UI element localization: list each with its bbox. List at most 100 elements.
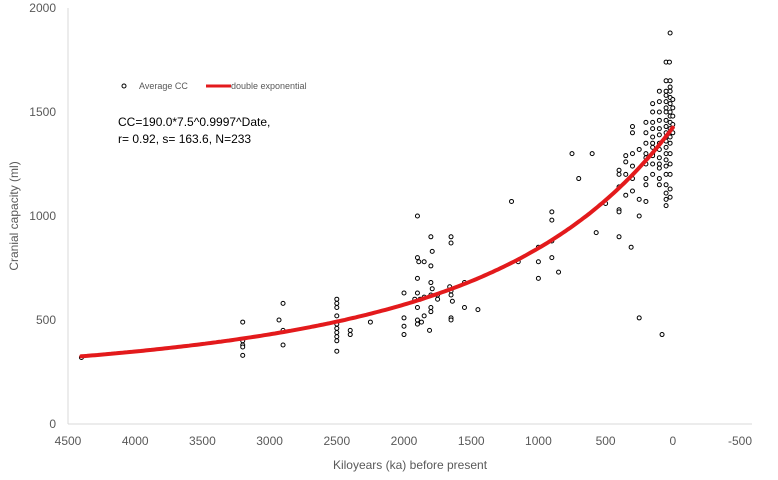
data-point [414,321,420,327]
data-point [334,329,340,335]
data-point [656,99,662,105]
data-point [667,151,673,157]
x-tick-label: 3500 [189,434,216,448]
legend-marker-average-cc [121,83,127,89]
data-point [667,101,673,107]
data-point [656,182,662,188]
data-point [650,171,656,177]
data-point [670,113,676,119]
y-tick-label: 2000 [29,1,56,15]
data-point [656,165,662,171]
x-tick-label: 2000 [391,434,418,448]
data-point [240,319,246,325]
data-point [429,248,435,254]
data-point [589,151,595,157]
data-point [636,146,642,152]
x-tick-label: 2500 [323,434,350,448]
data-point [509,198,515,204]
data-point [401,315,407,321]
data-point [623,192,629,198]
data-point [666,59,672,65]
data-point [656,132,662,138]
x-tick-label: -500 [728,434,752,448]
data-point [643,130,649,136]
data-point [663,105,669,111]
data-point [670,105,676,111]
x-tick-label: 0 [669,434,676,448]
data-point [663,157,669,163]
data-point [421,313,427,319]
data-point [576,176,582,182]
data-point [401,332,407,338]
data-point [643,176,649,182]
data-point [435,296,441,302]
data-point [535,275,541,281]
data-point [334,296,340,302]
data-point [667,109,673,115]
data-point [667,88,673,94]
legend: Average CC double exponential [121,81,307,91]
data-point [367,319,373,325]
data-point [347,332,353,338]
data-point [616,167,622,173]
data-point [334,313,340,319]
data-point [334,300,340,306]
data-point [448,240,454,246]
data-point [643,151,649,157]
data-point [347,327,353,333]
data-point [414,290,420,296]
data-point [650,161,656,167]
data-point [428,280,434,286]
data-point [549,255,555,261]
data-point [569,151,575,157]
data-point [401,323,407,329]
x-tick-label: 4500 [55,434,82,448]
data-point [401,290,407,296]
data-point [428,263,434,269]
data-point [650,101,656,107]
data-point [650,140,656,146]
data-point [643,119,649,125]
data-point [663,78,669,84]
data-point [414,255,420,261]
data-point [663,203,669,209]
data-point [636,196,642,202]
data-point [461,305,467,311]
fit-curve [79,125,675,359]
legend-label-double-exponential: double exponential [231,81,307,91]
data-point [670,97,676,103]
x-tick-label: 1500 [458,434,485,448]
data-point [593,230,599,236]
data-point [663,196,669,202]
data-point [629,124,635,130]
data-point [650,134,656,140]
data-point [667,171,673,177]
data-point [667,30,673,36]
data-point [418,319,424,325]
y-axis-title: Cranial capacity (ml) [7,161,21,270]
x-tick-label: 500 [596,434,616,448]
data-point [667,161,673,167]
data-point [663,88,669,94]
data-point [280,300,286,306]
data-point [414,305,420,311]
data-point [636,213,642,219]
data-point [334,334,340,340]
x-tick-label: 1000 [525,434,552,448]
data-point [475,307,481,313]
data-point [448,292,454,298]
y-tick-label: 500 [36,313,56,327]
data-point [643,182,649,188]
data-point [650,119,656,125]
data-point [428,309,434,315]
equation-line-1: CC=190.0*7.5^0.9997^Date, [118,115,270,129]
data-point [616,234,622,240]
data-point [629,151,635,157]
data-point [616,209,622,215]
data-point [667,140,673,146]
data-point [535,259,541,265]
data-point [334,305,340,311]
data-point [334,348,340,354]
data-point [629,130,635,136]
data-point [334,338,340,344]
